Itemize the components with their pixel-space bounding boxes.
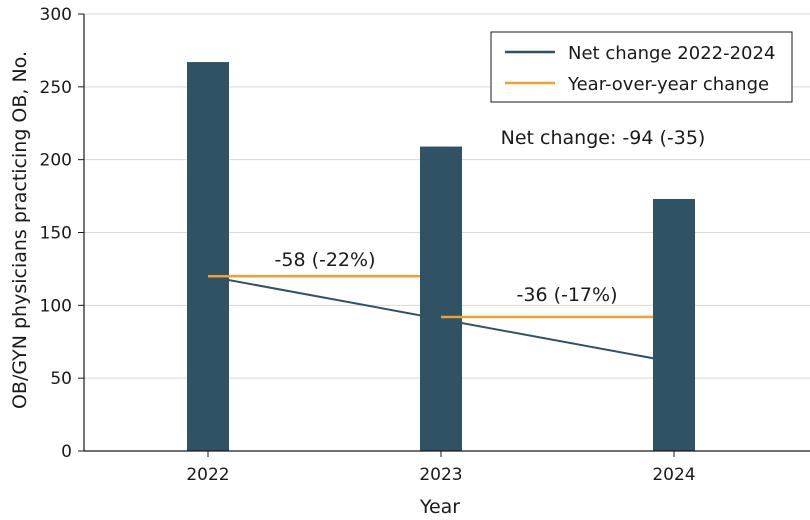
legend-box — [490, 31, 793, 103]
y-tick-label-100: 100 — [40, 296, 72, 316]
x-tick-label-2022: 2022 — [186, 465, 229, 485]
yoy-label-2023-2024: -36 (-17%) — [517, 284, 618, 306]
y-tick-label-150: 150 — [40, 224, 72, 244]
y-axis-title: OB/GYN physicians practicing OB, No. — [9, 51, 31, 409]
x-axis-title: Year — [419, 496, 460, 518]
legend-label-yoy-change: Year-over-year change — [567, 74, 769, 95]
legend-label-net-change: Net change 2022-2024 — [568, 43, 775, 64]
bars — [187, 62, 695, 451]
y-tick-label-50: 50 — [50, 369, 72, 389]
x-tick-label-2024: 2024 — [652, 465, 695, 485]
bar-2023 — [420, 146, 462, 451]
x-tick-label-2023: 2023 — [419, 465, 462, 485]
y-tick-label-0: 0 — [61, 442, 72, 462]
y-tick-label-200: 200 — [40, 151, 72, 171]
legend: Net change 2022-2024 Year-over-year chan… — [490, 31, 793, 103]
yoy-label-2022-2023: -58 (-22%) — [275, 249, 376, 271]
y-tick-label-300: 300 — [40, 5, 72, 25]
net-change-annotation: Net change: -94 (-35) — [501, 127, 706, 149]
bar-2024 — [653, 198, 695, 451]
net-change-line — [207, 275, 675, 364]
lines — [207, 274, 675, 364]
axes: 0 50 100 150 200 250 300 2022 2023 2024 — [40, 5, 810, 485]
y-tick-label-250: 250 — [40, 78, 72, 98]
annotations: -58 (-22%) -36 (-17%) Net change: -94 (-… — [275, 127, 706, 306]
bar-2022 — [187, 62, 229, 451]
